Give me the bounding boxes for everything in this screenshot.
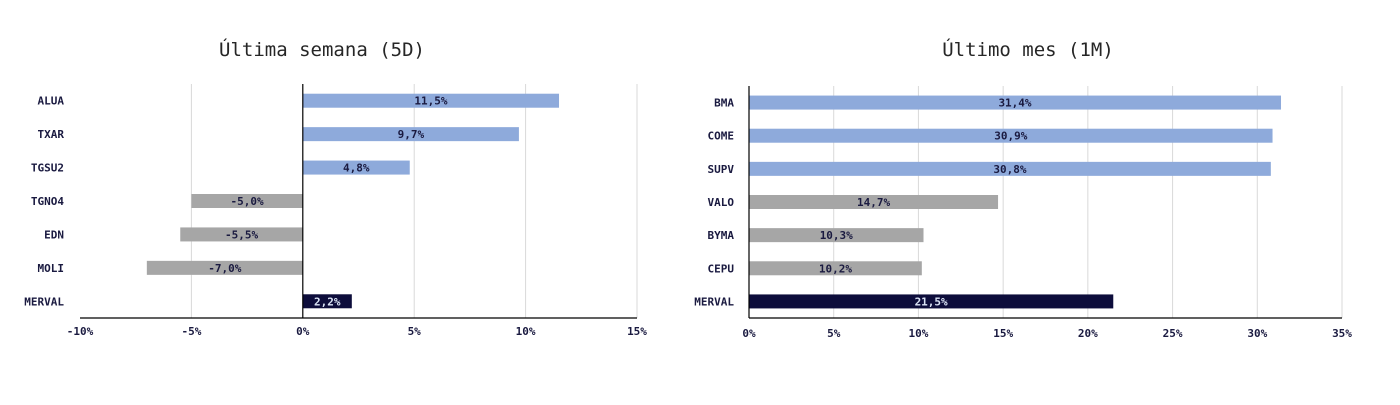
category-label-byma: BYMA: [708, 229, 735, 242]
data-label-txar: 9,7%: [398, 128, 425, 141]
data-label-merval: 2,2%: [314, 295, 341, 308]
x-tick-label-last-month-2: 10%: [908, 327, 928, 340]
data-label-come: 30,9%: [994, 130, 1027, 143]
category-label-tgno4: TGNO4: [31, 195, 64, 208]
category-label-edn: EDN: [44, 228, 64, 241]
data-label-tgsu2: 4,8%: [343, 162, 370, 175]
chart-last-week: Última semana (5D) ALUA 11,5% TXAR 9,7% TGSU…: [24, 37, 647, 338]
category-label-alua: ALUA: [38, 95, 65, 108]
x-tick-label-last-week-4: 10%: [516, 325, 536, 338]
data-label-edn: -5,5%: [225, 228, 258, 241]
x-tick-label-last-week-0: -10%: [67, 325, 94, 338]
category-label-cepu: CEPU: [708, 262, 735, 275]
bar-come: [749, 128, 1273, 143]
bar-moli: [146, 260, 303, 275]
data-label-byma: 10,3%: [820, 229, 853, 242]
category-label-merval: MERVAL: [694, 295, 734, 308]
data-label-moli: -7,0%: [208, 262, 241, 275]
x-tick-label-last-week-5: 15%: [627, 325, 647, 338]
category-label-come: COME: [708, 130, 735, 143]
x-tick-label-last-month-6: 30%: [1247, 327, 1267, 340]
category-label-valo: VALO: [708, 196, 735, 209]
bar-bma: [749, 95, 1282, 110]
x-tick-label-last-week-1: -5%: [181, 325, 201, 338]
bar-merval: [749, 294, 1114, 309]
x-tick-label-last-week-2: 0%: [296, 325, 310, 338]
category-label-merval: MERVAL: [24, 295, 64, 308]
category-label-supv: SUPV: [708, 163, 735, 176]
data-label-cepu: 10,2%: [819, 262, 852, 275]
bar-edn: [180, 227, 303, 242]
bar-tgno4: [191, 194, 303, 208]
data-label-tgno4: -5,0%: [231, 195, 264, 208]
category-label-moli: MOLI: [38, 262, 65, 275]
data-label-alua: 11,5%: [414, 95, 447, 108]
x-tick-label-last-month-3: 15%: [993, 327, 1013, 340]
bar-merval: [302, 294, 352, 309]
data-label-supv: 30,8%: [993, 163, 1026, 176]
chart-title-last-month: Último mes (1M): [942, 37, 1114, 61]
category-label-tgsu2: TGSU2: [31, 162, 64, 175]
bar-tgsu2: [302, 160, 410, 175]
bar-valo: [749, 195, 999, 209]
x-tick-label-last-month-0: 0%: [742, 327, 756, 340]
x-tick-label-last-week-3: 5%: [408, 325, 422, 338]
data-label-merval: 21,5%: [915, 295, 948, 308]
bar-byma: [749, 228, 924, 243]
x-tick-label-last-month-7: 35%: [1332, 327, 1352, 340]
x-tick-label-last-month-5: 25%: [1163, 327, 1183, 340]
bar-supv: [749, 161, 1271, 176]
data-label-bma: 31,4%: [998, 97, 1031, 110]
data-label-valo: 14,7%: [857, 196, 890, 209]
category-label-bma: BMA: [714, 97, 734, 110]
chart-title-last-week: Última semana (5D): [219, 37, 425, 61]
x-tick-label-last-month-1: 5%: [827, 327, 841, 340]
bar-alua: [302, 93, 560, 108]
chart-last-month: Último mes (1M) BMA 31,4% COME 30,9% SUPV 30,…: [694, 37, 1352, 340]
bar-cepu: [749, 261, 922, 276]
category-label-txar: TXAR: [38, 128, 65, 141]
bar-txar: [302, 127, 519, 142]
x-tick-label-last-month-4: 20%: [1078, 327, 1098, 340]
